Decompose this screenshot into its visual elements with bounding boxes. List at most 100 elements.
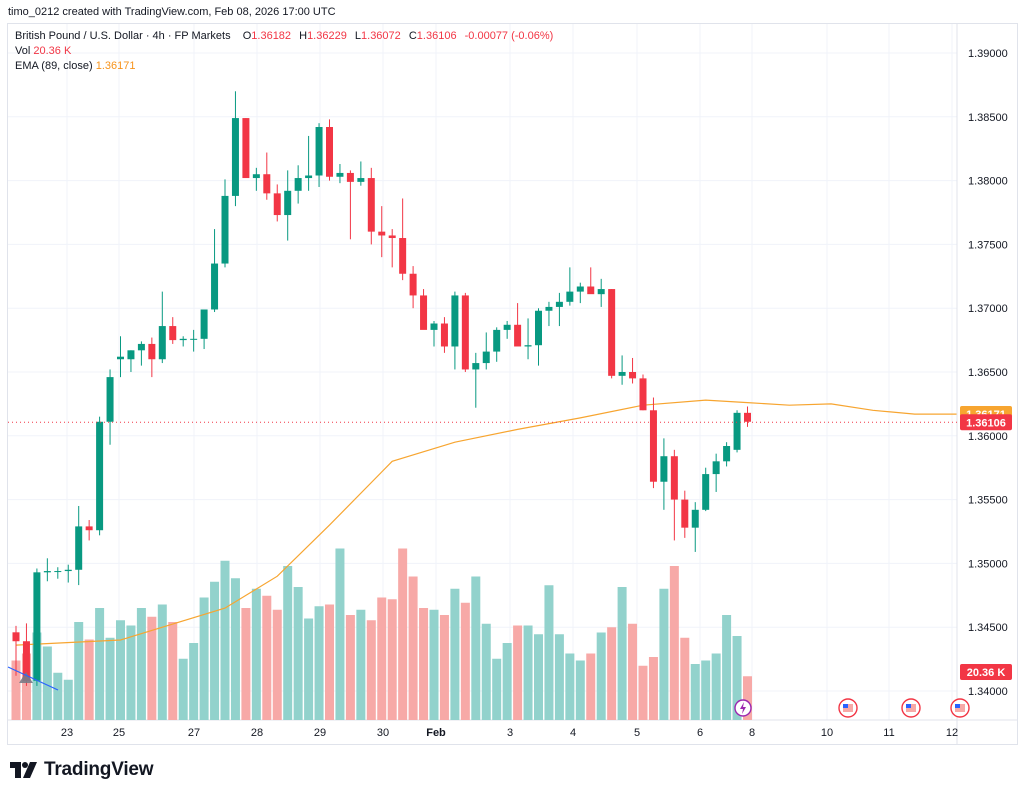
volume-bar [262, 595, 272, 720]
volume-bar [11, 660, 21, 720]
candle-body [461, 295, 469, 370]
x-tick-label: 4 [570, 727, 576, 739]
y-tick-label: 1.34500 [968, 622, 1008, 634]
volume-bar [502, 643, 512, 720]
legend-volume-row[interactable]: Vol 20.36 K [15, 44, 558, 59]
volume-bar [450, 588, 460, 720]
volume-bar [189, 643, 199, 720]
volume-bar [617, 587, 627, 720]
candle-body [639, 378, 647, 411]
event-arrow-icon[interactable] [19, 672, 33, 683]
tradingview-logo-icon [10, 762, 37, 778]
volume-bar [408, 576, 418, 720]
candle-body [629, 372, 637, 379]
candle-body [733, 412, 741, 450]
candle-body [179, 338, 187, 341]
candle-body [117, 356, 124, 360]
candle-body [723, 446, 731, 462]
candle-body [503, 324, 511, 330]
candle-body [284, 190, 292, 216]
tradingview-logo[interactable]: TradingView [10, 759, 154, 781]
volume-bar [419, 608, 429, 720]
legend-high-value: 1.36229 [307, 30, 347, 42]
legend-change-value: -0.00077 (-0.06%) [464, 30, 554, 42]
candle-body [346, 172, 354, 182]
volume-bar [607, 627, 617, 720]
candle-body [608, 289, 616, 376]
volume-bar [157, 604, 167, 720]
volume-bar [565, 653, 575, 720]
candle-body [242, 118, 250, 179]
volume-bar [230, 578, 240, 720]
volume-bar [116, 620, 125, 720]
volume-bar [398, 548, 408, 720]
candle-body [211, 263, 219, 310]
volume-bar [147, 616, 157, 720]
volume-bar [283, 566, 293, 720]
legend-ema-value: 1.36171 [95, 60, 136, 72]
candle-body [357, 178, 365, 182]
volume-bar [84, 639, 94, 720]
y-tick-label: 1.36500 [968, 367, 1008, 379]
volume-bar [251, 588, 261, 720]
candle-body [618, 372, 626, 376]
volume-bar [586, 653, 596, 720]
candle-body [294, 178, 302, 191]
legend-low-value: 1.36072 [361, 30, 401, 42]
legend-ema-row[interactable]: EMA (89, close) 1.36171 [15, 59, 558, 74]
close-price-label-bg [960, 414, 1012, 431]
candle-body [430, 323, 438, 330]
legend-symbol[interactable]: British Pound / U.S. Dollar · 4h · FP Ma… [15, 30, 231, 42]
legend-ema-label: EMA (89, close) [15, 60, 93, 72]
y-tick-label: 1.36000 [968, 431, 1008, 443]
y-tick-label: 1.37500 [968, 239, 1008, 251]
flash-icon-bolt [740, 702, 746, 714]
x-tick-label: 6 [697, 727, 703, 739]
y-tick-label: 1.34000 [968, 686, 1008, 698]
volume-bar [659, 588, 669, 720]
candle-body [190, 338, 198, 340]
volume-bar [471, 576, 481, 720]
candle-body [263, 174, 271, 194]
volume-bar [136, 608, 146, 720]
volume-bar [345, 615, 355, 720]
candle-body [137, 343, 145, 351]
candle-body [54, 571, 62, 573]
ema-line [15, 399, 957, 646]
candle-body [106, 377, 114, 422]
trend-line[interactable] [7, 666, 59, 691]
candle-body [273, 193, 281, 216]
volume-bar [53, 672, 63, 720]
volume-bar [293, 587, 303, 720]
candle-body [169, 326, 177, 341]
volume-bar [377, 597, 387, 720]
candle-body [514, 324, 522, 347]
y-tick-label: 1.37000 [968, 303, 1008, 315]
volume-bar [460, 602, 470, 720]
legend-high-label: H [299, 30, 308, 42]
volume-bar [523, 625, 533, 720]
candle-body [576, 286, 584, 292]
volume-bar [732, 636, 742, 720]
candle-body [85, 526, 93, 531]
volume-bar [105, 637, 115, 720]
volume-bar [74, 622, 84, 720]
volume-bar [325, 604, 334, 720]
volume-bar [575, 660, 585, 720]
candle-body [587, 286, 595, 295]
volume-bar [42, 646, 52, 720]
candle-body [388, 235, 396, 239]
candle-body [545, 306, 553, 311]
candle-body [305, 175, 313, 179]
x-tick-label: 25 [113, 727, 125, 739]
volume-bar [711, 653, 721, 720]
volume-bar [492, 658, 502, 720]
candle-body [451, 295, 459, 347]
candle-body [566, 291, 574, 302]
candle-body [712, 461, 720, 475]
us-flag-canton [843, 704, 848, 708]
candle-body [336, 172, 344, 177]
volume-bar [439, 615, 449, 720]
x-tick-label: 27 [188, 727, 200, 739]
